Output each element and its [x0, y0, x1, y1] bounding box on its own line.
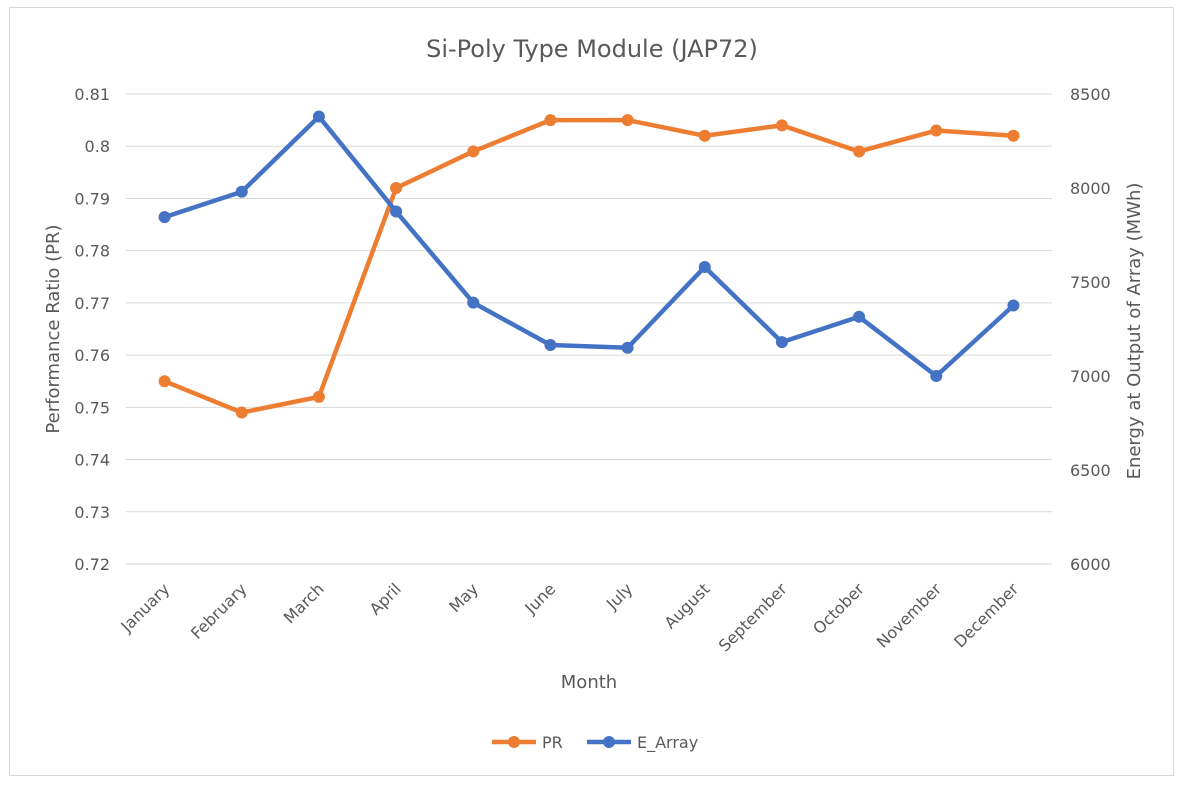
x-tick-label: April — [366, 579, 405, 618]
legend-swatch-marker — [508, 736, 520, 748]
x-tick-label: February — [187, 579, 251, 643]
data-point-e-array — [775, 336, 788, 349]
y2-tick-label: 8500 — [1070, 85, 1111, 104]
data-point-pr — [1007, 129, 1020, 142]
y-tick-label: 0.73 — [74, 503, 110, 522]
data-point-e-array — [698, 260, 711, 273]
x-tick-label: October — [809, 579, 868, 638]
data-point-pr — [467, 145, 480, 158]
legend-item-pr: PR — [492, 733, 563, 752]
data-point-e-array — [312, 110, 325, 123]
data-point-pr — [930, 124, 943, 137]
left-axis-ticks: 0.72 0.73 0.74 0.75 0.76 0.77 0.78 0.79 0.8 0.81 — [74, 85, 110, 574]
data-point-pr — [235, 406, 248, 419]
y-tick-label: 0.79 — [74, 189, 110, 208]
legend-label: E_Array — [637, 733, 698, 753]
series-line-pr — [162, 117, 1016, 415]
x-tick-label: January — [116, 579, 173, 636]
data-point-e-array — [235, 185, 248, 198]
x-tick-label: August — [661, 579, 714, 632]
x-tick-label: June — [520, 579, 559, 618]
y-tick-label: 0.77 — [74, 294, 110, 313]
data-point-pr — [853, 145, 866, 158]
x-tick-label: September — [715, 579, 791, 655]
y-tick-label: 0.72 — [74, 555, 110, 574]
data-point-pr — [544, 114, 557, 127]
x-tick-label: December — [950, 579, 1022, 651]
legend-label: PR — [542, 733, 563, 752]
data-point-e-array — [930, 370, 943, 382]
data-point-pr — [312, 390, 325, 403]
chart-title: Si-Poly Type Module (JAP72) — [426, 35, 758, 63]
legend-swatch-marker — [603, 736, 615, 748]
series-pr — [158, 114, 1020, 419]
y-tick-label: 0.74 — [74, 451, 110, 470]
y-tick-label: 0.81 — [74, 85, 110, 104]
y-tick-label: 0.75 — [74, 398, 110, 417]
data-point-e-array — [158, 211, 171, 224]
gridlines — [126, 93, 1052, 565]
y-tick-label: 0.76 — [74, 346, 110, 365]
y-axis-label: Performance Ratio (PR) — [43, 224, 64, 433]
data-point-pr — [621, 114, 634, 127]
data-point-e-array — [544, 338, 557, 351]
y2-axis-label: Energy at Output of Array (MWh) — [1124, 183, 1145, 480]
y2-tick-label: 7500 — [1070, 273, 1111, 292]
x-axis-label: Month — [561, 672, 617, 693]
y-tick-label: 0.8 — [85, 137, 110, 156]
y-tick-label: 0.78 — [74, 242, 110, 261]
data-point-pr — [775, 119, 788, 132]
x-tick-label: July — [602, 579, 636, 613]
data-point-e-array — [1007, 299, 1020, 312]
x-tick-label: March — [280, 579, 328, 627]
legend: PR E_Array — [492, 733, 698, 753]
data-point-pr — [390, 182, 403, 194]
right-axis-ticks: 6000 6500 7000 7500 8000 8500 — [1070, 85, 1111, 574]
data-point-pr — [158, 375, 171, 388]
data-point-e-array — [621, 341, 634, 354]
x-tick-label: November — [873, 579, 946, 652]
y2-tick-label: 8000 — [1070, 179, 1111, 198]
legend-item-e-array: E_Array — [587, 733, 698, 753]
y2-tick-label: 6000 — [1070, 555, 1111, 574]
data-point-e-array — [467, 296, 480, 309]
data-point-e-array — [853, 310, 866, 323]
y2-tick-label: 7000 — [1070, 367, 1111, 386]
series-layer — [158, 110, 1020, 419]
series-e-array — [158, 110, 1020, 382]
x-tick-label: May — [445, 579, 482, 616]
series-line-e-array — [162, 114, 1016, 379]
y2-tick-label: 6500 — [1070, 461, 1111, 480]
x-axis-ticks: January February March April May June July Augu… — [116, 579, 1022, 655]
data-point-e-array — [390, 205, 403, 218]
data-point-pr — [698, 129, 711, 142]
